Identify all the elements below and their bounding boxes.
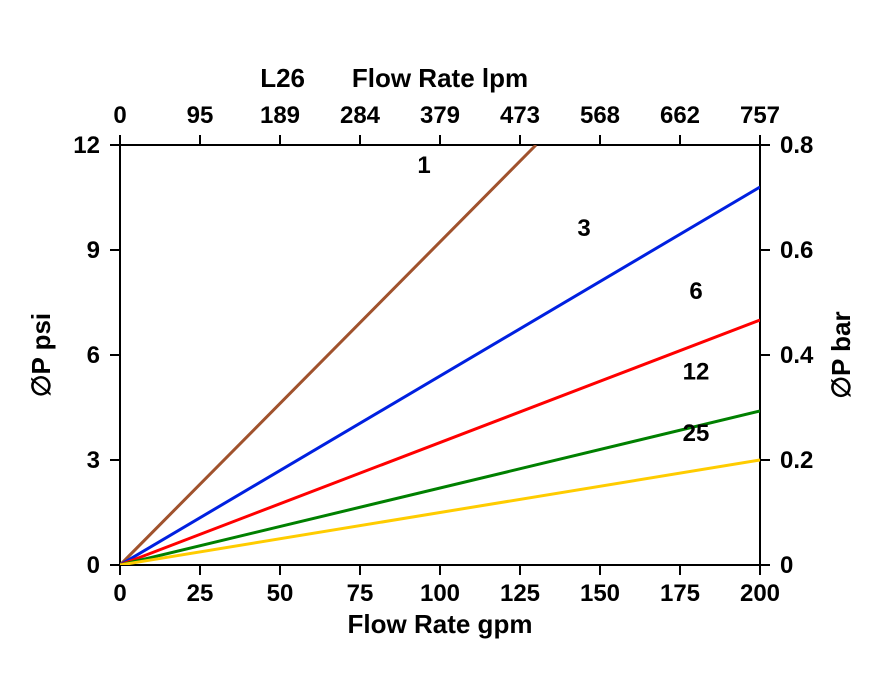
flow-rate-chart: 0255075100125150175200Flow Rate gpm09518… [0, 0, 878, 694]
y-right-tick: 0.6 [780, 237, 813, 264]
series-label-6: 6 [689, 278, 702, 305]
chart-svg: 0255075100125150175200Flow Rate gpm09518… [0, 0, 878, 694]
x-top-tick: 473 [500, 102, 540, 129]
x-top-tick: 568 [580, 102, 620, 129]
chart-title-prefix: L26 [260, 63, 305, 93]
y-right-label: ∅P bar [826, 311, 856, 398]
y-right-tick: 0 [780, 552, 793, 579]
series-label-3: 3 [577, 215, 590, 242]
x-bottom-tick: 125 [500, 580, 540, 607]
y-left-tick: 6 [87, 342, 100, 369]
x-top-tick: 662 [660, 102, 700, 129]
x-top-tick: 0 [113, 102, 126, 129]
y-left-tick: 3 [87, 447, 100, 474]
series-label-1: 1 [417, 152, 430, 179]
x-top-label: Flow Rate lpm [352, 63, 528, 93]
x-bottom-tick: 25 [187, 580, 214, 607]
x-top-tick: 284 [340, 102, 381, 129]
x-bottom-tick: 100 [420, 580, 460, 607]
y-left-label: ∅P psi [26, 313, 56, 397]
y-right-tick: 0.4 [780, 342, 814, 369]
x-bottom-tick: 150 [580, 580, 620, 607]
x-top-tick: 757 [740, 102, 780, 129]
x-bottom-tick: 200 [740, 580, 780, 607]
x-top-tick: 95 [187, 102, 214, 129]
series-label-25: 25 [683, 420, 710, 447]
y-right-tick: 0.2 [780, 447, 813, 474]
y-left-tick: 0 [87, 552, 100, 579]
x-top-tick: 189 [260, 102, 300, 129]
x-bottom-tick: 75 [347, 580, 374, 607]
y-right-tick: 0.8 [780, 132, 813, 159]
x-bottom-label: Flow Rate gpm [348, 609, 533, 639]
x-bottom-tick: 175 [660, 580, 700, 607]
y-left-tick: 9 [87, 237, 100, 264]
y-left-tick: 12 [73, 132, 100, 159]
x-top-tick: 379 [420, 102, 460, 129]
series-label-12: 12 [683, 359, 710, 386]
x-bottom-tick: 0 [113, 580, 126, 607]
x-bottom-tick: 50 [267, 580, 294, 607]
